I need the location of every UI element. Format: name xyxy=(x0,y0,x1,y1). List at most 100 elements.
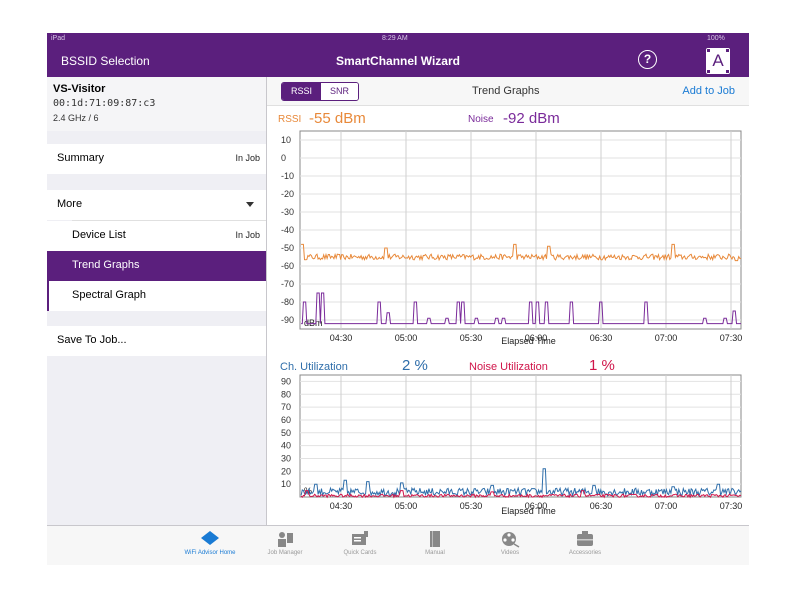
sidebar-item-status: In Job xyxy=(235,153,260,163)
sidebar-item-label: Summary xyxy=(57,152,105,164)
sidebar-item-device-list[interactable]: Device List In Job xyxy=(47,221,266,251)
sidebar-item-summary[interactable]: Summary In Job xyxy=(47,144,266,174)
network-info: VS-Visitor 00:1d:71:09:87:c3 2.4 GHz / 6 xyxy=(47,77,266,131)
tab-job-manager[interactable]: Job Manager xyxy=(250,530,320,556)
film-reel-icon xyxy=(502,532,520,548)
x-tick-label: 07:30 xyxy=(720,501,743,511)
sidebar-item-save-to-job[interactable]: Save To Job... xyxy=(47,326,266,356)
tab-label: Manual xyxy=(425,550,445,556)
main-panel: RSSI SNR Trend Graphs Add to Job RSSI -5… xyxy=(267,77,749,525)
metric-segmented-control: RSSI SNR xyxy=(281,82,360,101)
x-tick-label: 07:30 xyxy=(720,333,743,343)
noise-value: -92 dBm xyxy=(503,110,560,127)
sidebar-item-trend-graphs[interactable]: Trend Graphs xyxy=(47,251,266,281)
x-axis-label: Elapsed Time xyxy=(501,336,556,346)
x-tick-label: 05:00 xyxy=(395,501,418,511)
x-tick-label: 06:00 xyxy=(525,501,548,511)
advisor-icon[interactable]: A xyxy=(706,48,730,74)
section-title: Trend Graphs xyxy=(472,85,540,97)
series-line-noise-utilization xyxy=(300,490,742,499)
y-tick-label: 10 xyxy=(281,135,291,145)
home-diamond-icon xyxy=(201,531,219,545)
help-icon[interactable]: ? xyxy=(638,50,657,69)
tab-label: Videos xyxy=(500,550,520,556)
x-tick-label: 05:00 xyxy=(395,333,418,343)
y-tick-label: 70 xyxy=(281,402,291,412)
sidebar-item-label: Spectral Graph xyxy=(72,289,146,301)
sidebar-item-label: More xyxy=(57,198,83,210)
y-tick-label: 20 xyxy=(281,466,291,476)
tab-label: Quick Cards xyxy=(343,550,377,556)
x-tick-label: 06:30 xyxy=(590,333,613,343)
utilization-chart: 90 80 70 60 50 40 30 20 10 04:30 05:00 05:30 06:00 06… xyxy=(278,373,743,525)
tab-bar: WiFi Advisor Home Job Manager Quick Card… xyxy=(47,525,749,565)
sidebar-item-label: Device List xyxy=(72,229,126,241)
utilization-value: 2 % xyxy=(402,357,428,374)
tab-manual[interactable]: Manual xyxy=(400,530,470,556)
y-tick-label: 30 xyxy=(281,453,291,463)
band-channel-label: 2.4 GHz / 6 xyxy=(53,113,99,123)
y-tick-label: -40 xyxy=(281,225,294,235)
case-icon xyxy=(577,531,593,546)
y-tick-label: -70 xyxy=(281,279,294,289)
status-bar: iPad 8:29 AM 100% xyxy=(47,33,749,45)
x-tick-label: 07:00 xyxy=(655,333,678,343)
tab-rssi[interactable]: RSSI xyxy=(282,83,322,100)
y-tick-label: 90 xyxy=(281,376,291,386)
y-axis-label: dBm xyxy=(304,318,323,328)
x-axis-label: Elapsed Time xyxy=(501,506,556,516)
y-tick-label: -60 xyxy=(281,261,294,271)
y-tick-label: -10 xyxy=(281,171,294,181)
sidebar-item-label: Trend Graphs xyxy=(72,259,140,271)
tab-label: Accessories xyxy=(568,550,602,556)
tab-accessories[interactable]: Accessories xyxy=(550,530,620,556)
noise-utilization-value: 1 % xyxy=(589,357,615,374)
device-frame: iPad 8:29 AM 100% BSSID Selection SmartC… xyxy=(47,33,749,565)
y-tick-label: -90 xyxy=(281,315,294,325)
noise-utilization-label: Noise Utilization xyxy=(469,361,548,373)
tab-label: Job Manager xyxy=(267,550,303,556)
rssi-noise-chart-svg: 10 0 -10 -20 -30 -40 -50 -60 -70 -80 -90 04:30 05:00… xyxy=(281,130,743,346)
chevron-down-icon xyxy=(246,202,254,207)
cards-icon xyxy=(352,531,368,545)
tab-wifi-advisor-home[interactable]: WiFi Advisor Home xyxy=(175,530,245,556)
x-tick-label: 06:00 xyxy=(525,333,548,343)
noise-label: Noise xyxy=(468,114,494,125)
rssi-value: -55 dBm xyxy=(309,110,366,127)
y-tick-label: 40 xyxy=(281,441,291,451)
plot-frame xyxy=(299,374,742,498)
rssi-label: RSSI xyxy=(278,114,302,125)
sidebar-item-more[interactable]: More xyxy=(47,190,266,220)
x-tick-label: 05:30 xyxy=(460,333,483,343)
y-tick-label: -20 xyxy=(281,189,294,199)
tab-snr[interactable]: SNR xyxy=(321,83,359,100)
x-tick-label: 04:30 xyxy=(330,333,353,343)
tab-quick-cards[interactable]: Quick Cards xyxy=(325,530,395,556)
series-line-ch-utilization xyxy=(300,468,742,498)
ssid-label: VS-Visitor xyxy=(53,83,106,95)
utilization-chart-svg: 90 80 70 60 50 40 30 20 10 04:30 05:00 05:30 06:00 06… xyxy=(281,374,743,516)
series-line-rssi xyxy=(301,243,742,262)
tab-videos[interactable]: Videos xyxy=(475,530,545,556)
x-tick-label: 04:30 xyxy=(330,501,353,511)
utilization-label: Ch. Utilization xyxy=(280,361,348,373)
y-tick-label: 60 xyxy=(281,415,291,425)
y-tick-label: 10 xyxy=(281,479,291,489)
y-tick-label: -50 xyxy=(281,243,294,253)
series-line-noise xyxy=(301,292,741,325)
y-tick-label: 80 xyxy=(281,389,291,399)
x-tick-label: 05:30 xyxy=(460,501,483,511)
y-tick-label: 0 xyxy=(281,153,286,163)
x-tick-label: 07:00 xyxy=(655,501,678,511)
y-tick-label: -80 xyxy=(281,297,294,307)
bssid-selection-button[interactable]: BSSID Selection xyxy=(61,54,150,68)
manual-book-icon xyxy=(430,531,440,547)
bssid-label: 00:1d:71:09:87:c3 xyxy=(53,98,156,109)
carrier-label: iPad xyxy=(51,35,66,42)
add-to-job-button[interactable]: Add to Job xyxy=(682,85,735,97)
battery-label: 100% xyxy=(707,35,725,42)
people-icon xyxy=(278,532,293,547)
sidebar-item-status: In Job xyxy=(235,230,260,240)
x-tick-label: 06:30 xyxy=(590,501,613,511)
sidebar-item-spectral-graph[interactable]: Spectral Graph xyxy=(47,281,266,311)
